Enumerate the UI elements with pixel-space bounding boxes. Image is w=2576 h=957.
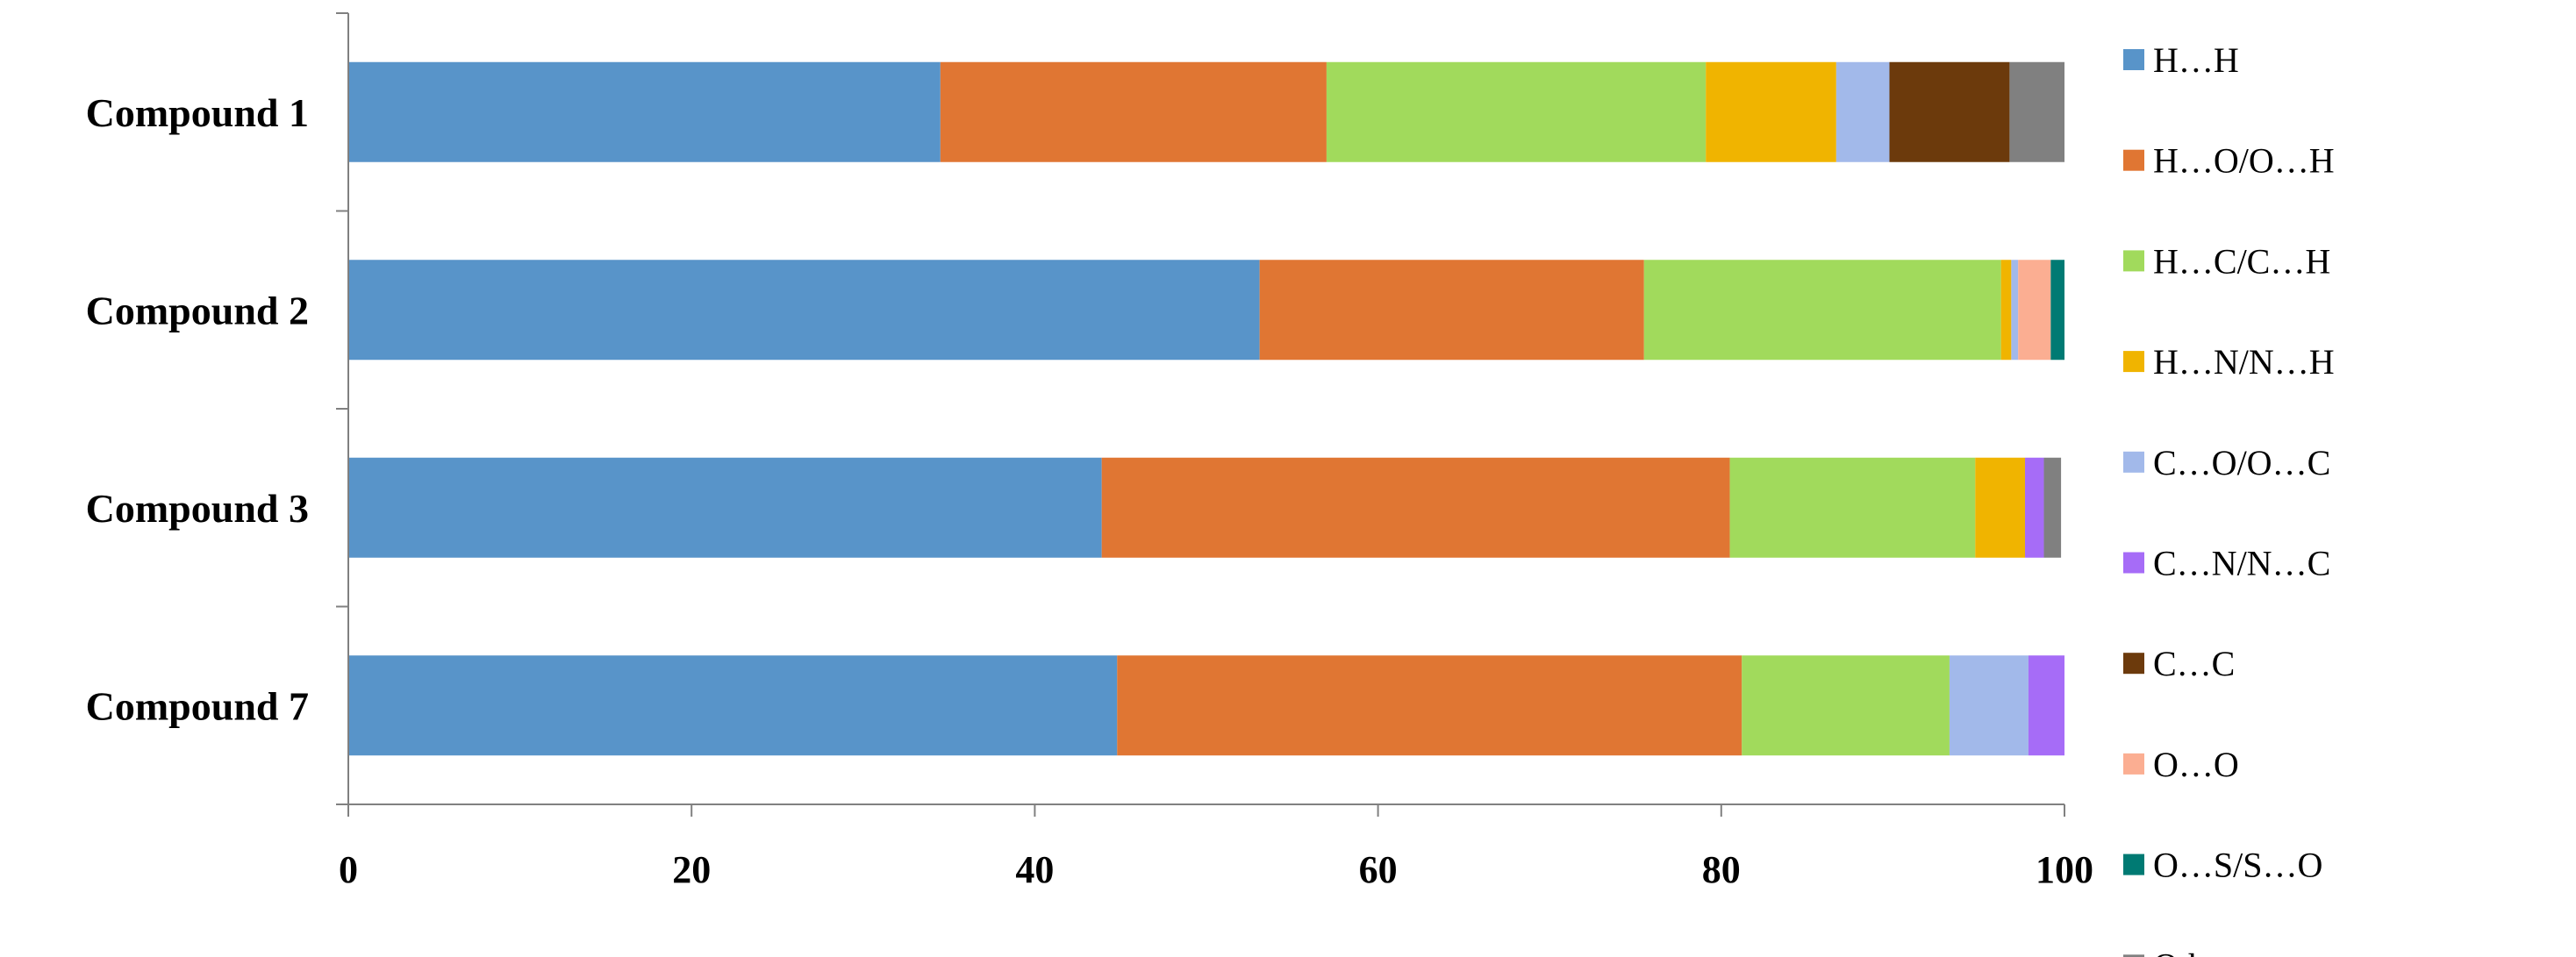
x-tick-label-40: 40 — [1015, 848, 1054, 891]
category-labels: Compound 1 Compound 2 Compound 3 Compound 7 — [86, 90, 309, 729]
legend-label-h-h: H…H — [2153, 40, 2239, 80]
legend-label-h-n-n-h: H…N/N…H — [2153, 342, 2335, 382]
bar-compound-7-h-o-o-h — [1117, 655, 1742, 756]
axes-layer — [336, 12, 2065, 817]
x-tick-label-20: 20 — [672, 848, 711, 891]
x-tick-label-100: 100 — [2036, 848, 2093, 891]
bar-compound-1-h-o-o-h — [940, 61, 1327, 162]
legend-item-c-o-o-c: C…O/O…C — [2123, 443, 2330, 482]
bar-compound-7-h-h — [348, 655, 1118, 756]
legend-item-o-s-s-o: O…S/S…O — [2123, 846, 2322, 885]
legend-swatch-c-n-n-c — [2123, 552, 2144, 574]
legend-swatch-h-h — [2123, 49, 2144, 70]
bar-compound-1-h-c-c-h — [1326, 61, 1707, 162]
legend-label-o-s-s-o: O…S/S…O — [2153, 846, 2322, 885]
legend-label-o-o: O…O — [2153, 745, 2239, 784]
x-tick-label-0: 0 — [339, 848, 358, 891]
bar-compound-2-h-h — [348, 260, 1260, 361]
bar-compound-2-c-o-o-c — [2011, 260, 2019, 361]
bar-compound-2-h-n-n-h — [2000, 260, 2012, 361]
bar-compound-1-other — [2009, 61, 2064, 162]
bar-compound-3-c-n-n-c — [2025, 457, 2044, 558]
legend-swatch-h-c-c-h — [2123, 250, 2144, 272]
legend-swatch-other — [2123, 954, 2144, 957]
bar-compound-2-h-o-o-h — [1259, 260, 1644, 361]
bar-compound-1-h-n-n-h — [1706, 61, 1836, 162]
bar-compound-3-other — [2043, 457, 2062, 558]
x-tick-labels: 0 20 40 60 80 100 — [339, 848, 2093, 891]
legend-swatch-o-o — [2123, 753, 2144, 775]
x-tick-label-80: 80 — [1702, 848, 1741, 891]
bar-compound-7-h-c-c-h — [1742, 655, 1950, 756]
x-tick-label-60: 60 — [1359, 848, 1398, 891]
legend-item-h-n-n-h: H…N/N…H — [2123, 342, 2335, 382]
legend-item-o-o: O…O — [2123, 745, 2239, 784]
bar-compound-1-h-h — [348, 61, 941, 162]
bar-compound-7-c-n-n-c — [2028, 655, 2064, 756]
legend-swatch-c-c — [2123, 653, 2144, 675]
legend: H…H H…O/O…H H…C/C…H H…N/N…H C…O/O…C C…N/N…C C…… — [2123, 40, 2335, 957]
category-label-compound-1: Compound 1 — [86, 90, 309, 135]
bar-compound-1-c-o-o-c — [1835, 61, 1890, 162]
legend-label-c-c: C…C — [2153, 644, 2235, 683]
bar-compound-1-c-c — [1889, 61, 2010, 162]
bar-compound-7-c-o-o-c — [1949, 655, 2029, 756]
bar-compound-2-o-s-s-o — [2050, 260, 2064, 361]
legend-item-other: Other — [2123, 946, 2233, 957]
bar-compound-3-h-o-o-h — [1101, 457, 1730, 558]
legend-label-c-o-o-c: C…O/O…C — [2153, 443, 2330, 482]
legend-swatch-h-n-n-h — [2123, 351, 2144, 373]
bars-layer — [348, 61, 2064, 756]
bar-compound-3-h-c-c-h — [1729, 457, 1976, 558]
legend-item-c-n-n-c: C…N/N…C — [2123, 544, 2330, 583]
bar-compound-2-h-c-c-h — [1643, 260, 2001, 361]
legend-label-h-c-c-h: H…C/C…H — [2153, 241, 2330, 281]
legend-label-other: Other — [2153, 946, 2233, 957]
bar-compound-3-h-h — [348, 457, 1102, 558]
legend-swatch-o-s-s-o — [2123, 853, 2144, 875]
legend-item-c-c: C…C — [2123, 644, 2235, 683]
legend-label-c-n-n-c: C…N/N…C — [2153, 544, 2330, 583]
bar-compound-2-o-o — [2018, 260, 2051, 361]
legend-swatch-c-o-o-c — [2123, 451, 2144, 473]
legend-item-h-h: H…H — [2123, 40, 2239, 80]
legend-label-h-o-o-h: H…O/O…H — [2153, 141, 2335, 181]
category-label-compound-7: Compound 7 — [86, 683, 309, 728]
category-label-compound-2: Compound 2 — [86, 288, 309, 332]
bar-compound-3-h-n-n-h — [1975, 457, 2026, 558]
legend-swatch-h-o-o-h — [2123, 149, 2144, 171]
legend-item-h-o-o-h: H…O/O…H — [2123, 141, 2335, 181]
legend-item-h-c-c-h: H…C/C…H — [2123, 241, 2330, 281]
category-label-compound-3: Compound 3 — [86, 486, 309, 531]
